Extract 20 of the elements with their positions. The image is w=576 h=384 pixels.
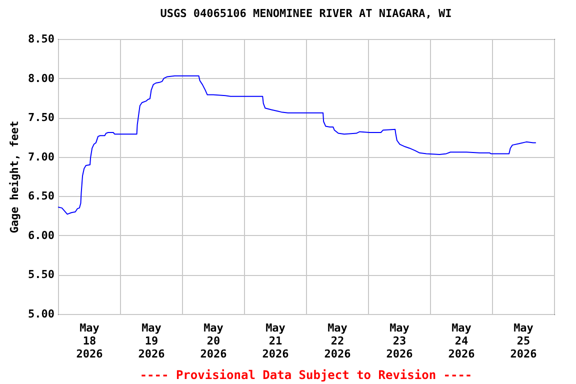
x-tick-label: May 18 2026 — [76, 322, 104, 360]
chart-title: USGS 04065106 MENOMINEE RIVER AT NIAGARA, WI — [160, 7, 452, 20]
x-tick-label: May 23 2026 — [386, 322, 414, 360]
y-tick-label: 6.00 — [28, 228, 54, 242]
x-tick-label: May 20 2026 — [200, 322, 228, 360]
y-tick-label: 8.00 — [28, 72, 54, 85]
text: ---- Provisional Data Subject to Revision ---- — [140, 368, 472, 382]
y-tick-label: 7.50 — [28, 111, 54, 124]
y-tick-label: 5.50 — [28, 268, 54, 282]
x-tick-label: May 22 2026 — [324, 322, 352, 360]
x-tick-label: May 19 2026 — [138, 322, 166, 360]
x-tick-label: May 25 2026 — [510, 322, 538, 360]
y-tick-label: 7.00 — [28, 150, 54, 164]
line-series — [58, 75, 536, 215]
y-axis-title: Gage height, feet — [8, 120, 22, 234]
x-tick-label: May 21 2026 — [262, 322, 290, 360]
y-tick-label: 8.50 — [28, 32, 54, 46]
y-tick-label: 5.00 — [28, 308, 54, 320]
y-tick-label: 6.50 — [28, 190, 54, 203]
x-tick-label: May 24 2026 — [448, 322, 476, 360]
